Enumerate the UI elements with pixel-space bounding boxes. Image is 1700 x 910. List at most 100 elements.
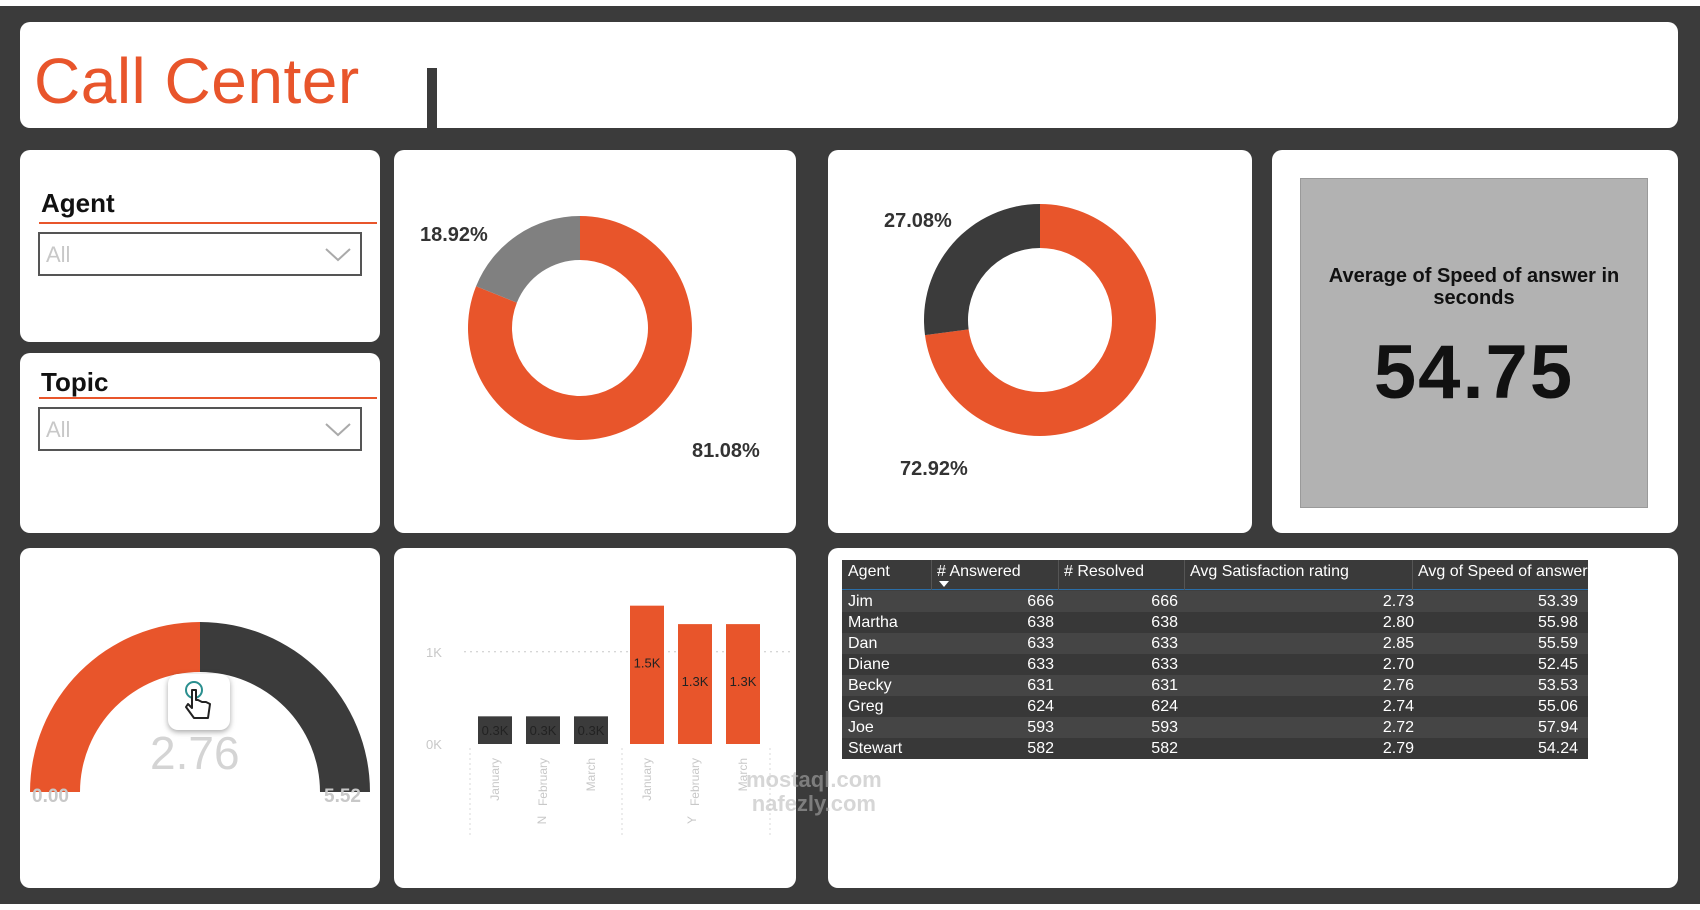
watermark-line-1: nafezly.com (751, 791, 876, 816)
y-tick-label: 1K (426, 645, 442, 660)
x-category-label: January (640, 758, 654, 801)
gauge-card: 2.76 0.00 5.52 (20, 548, 380, 888)
bar-5[interactable] (678, 624, 712, 744)
gauge-chart[interactable] (20, 548, 380, 888)
column-header[interactable]: Avg Satisfaction rating (1190, 563, 1349, 580)
gauge-fill[interactable] (30, 622, 200, 792)
topic-slicer-label: Topic (41, 367, 109, 397)
bar-data-label: 1.3K (682, 674, 709, 689)
table-cell: 2.79 (1382, 740, 1414, 757)
gauge-min-label: 0.00 (32, 786, 69, 807)
table-cell: 57.94 (1537, 719, 1578, 736)
table-cell: 593 (1027, 719, 1054, 736)
title-card: Call Center (20, 22, 1678, 140)
table-cell: 54.24 (1537, 740, 1578, 757)
kpi-value: 54.75 (1373, 330, 1575, 415)
table-cell: 2.74 (1382, 698, 1414, 715)
column-header[interactable]: Avg of Speed of answer (1418, 563, 1588, 580)
table-cell: 631 (1027, 677, 1054, 694)
table-cell: 2.70 (1382, 656, 1414, 673)
table-cell: 2.80 (1382, 614, 1414, 631)
table-cell: 2.76 (1382, 677, 1414, 694)
table-cell: 2.73 (1382, 593, 1414, 610)
table-cell: 633 (1151, 656, 1178, 673)
kpi-title: Average of Speed of answer in seconds (1328, 265, 1620, 309)
x-category-label: March (584, 758, 598, 791)
gauge-remainder[interactable] (200, 622, 370, 792)
bar-chart-card: 1K 0K 0.3K January 0.3K February 0.3K March 1.5K… (394, 548, 796, 888)
table-cell: Martha (848, 614, 898, 631)
donut-card-1: 18.92% 81.08% (394, 150, 796, 533)
table-cell: 638 (1027, 614, 1054, 631)
watermark: mostaql.com nafezly.com (746, 768, 882, 816)
chevron-down-icon (325, 423, 351, 437)
bar-chart[interactable]: 1K 0K 0.3K January 0.3K February 0.3K March 1.5K… (394, 548, 796, 888)
table-row[interactable]: Dan 633 633 2.85 55.59 (842, 633, 1588, 654)
agent-slicer-label: Agent (41, 188, 115, 218)
agent-dropdown-value: All (46, 242, 71, 267)
donut-1-slice-1[interactable] (468, 216, 692, 440)
bar-6[interactable] (726, 624, 760, 744)
column-divider (1184, 560, 1185, 590)
table-cell: Diane (848, 656, 890, 673)
table-cell: 55.06 (1537, 698, 1578, 715)
hand-pointer-cursor (168, 674, 230, 730)
table-cell: 631 (1151, 677, 1178, 694)
donut-2-label-dark: 27.08% (884, 210, 952, 232)
watermark-line-2: mostaql.com (746, 767, 882, 792)
topic-slicer-card: Topic All (20, 353, 380, 533)
table-cell: 633 (1151, 635, 1178, 652)
table-cell: 624 (1151, 698, 1178, 715)
table-row[interactable]: Greg 624 624 2.74 55.06 (842, 696, 1588, 717)
column-divider (931, 560, 932, 590)
topic-dropdown-value: All (46, 417, 71, 442)
table-cell: 52.45 (1537, 656, 1578, 673)
table-cell: Joe (848, 719, 874, 736)
bar-2[interactable] (526, 716, 560, 744)
agent-slicer-card: Agent All (20, 150, 380, 342)
bar-1[interactable] (478, 716, 512, 744)
donut-2-slice-2[interactable] (924, 204, 1040, 336)
bar-4[interactable] (630, 605, 664, 744)
table-cell: 666 (1027, 593, 1054, 610)
column-divider (1412, 560, 1413, 590)
x-category-label: February (536, 758, 550, 806)
donut-chart-2[interactable] (828, 150, 1252, 533)
sort-descending-icon[interactable] (939, 581, 949, 587)
x-group-label: Y (685, 816, 699, 824)
y-tick-label: 0K (426, 737, 442, 752)
donut-2-label-orange: 72.92% (900, 458, 968, 480)
chevron-down-icon (325, 248, 351, 262)
column-header[interactable]: Agent (848, 563, 890, 580)
donut-chart-1[interactable] (394, 150, 796, 533)
table-cell: Greg (848, 698, 884, 715)
table-cell: 53.53 (1537, 677, 1578, 694)
column-header[interactable]: # Resolved (1064, 563, 1145, 580)
table-row[interactable]: Jim 666 666 2.73 53.39 (842, 591, 1588, 612)
agent-table[interactable]: Agent # Answered # Resolved Avg Satisfactio… (842, 560, 1588, 759)
table-card: Agent # Answered # Resolved Avg Satisfactio… (828, 548, 1678, 888)
table-row[interactable]: Martha 638 638 2.80 55.98 (842, 612, 1588, 633)
table-cell: 55.98 (1537, 614, 1578, 631)
table-cell: 2.85 (1382, 635, 1414, 652)
donut-2-slice-1[interactable] (924, 204, 1156, 437)
table-row[interactable]: Becky 631 631 2.76 53.53 (842, 675, 1588, 696)
table-cell: Stewart (848, 740, 903, 757)
table-cell: 2.72 (1382, 719, 1414, 736)
bar-data-label: 1.5K (634, 656, 661, 671)
page-title: Call Center (34, 45, 360, 117)
bar-data-label: 0.3K (578, 723, 605, 738)
column-header[interactable]: # Answered (937, 563, 1021, 580)
table-row[interactable]: Joe 593 593 2.72 57.94 (842, 717, 1588, 738)
donut-1-slice-2[interactable] (476, 216, 580, 303)
table-row[interactable]: Stewart 582 582 2.79 54.24 (842, 738, 1588, 759)
table-cell: 55.59 (1537, 635, 1578, 652)
table-row[interactable]: Diane 633 633 2.70 52.45 (842, 654, 1588, 675)
table-cell: 582 (1027, 740, 1054, 757)
topic-dropdown[interactable]: All (38, 407, 362, 451)
agent-dropdown[interactable]: All (38, 232, 362, 276)
donut-1-label-orange: 81.08% (692, 440, 760, 462)
text-cursor (427, 68, 437, 140)
bar-3[interactable] (574, 716, 608, 744)
kpi-box[interactable]: Average of Speed of answer in seconds 54… (1300, 178, 1648, 508)
